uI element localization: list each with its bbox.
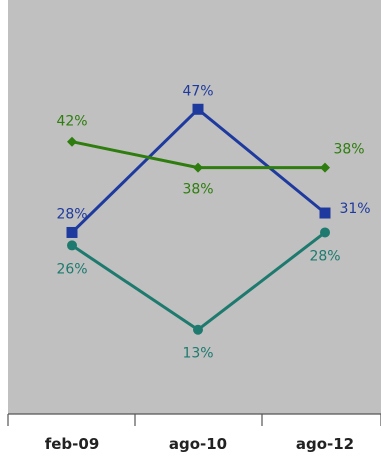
data-label: 28%: [56, 206, 87, 222]
data-label: 47%: [182, 83, 213, 99]
data-point-marker: [193, 162, 203, 173]
data-label: 28%: [309, 248, 340, 264]
data-label: 38%: [333, 142, 364, 158]
data-label: 31%: [339, 201, 370, 217]
data-point-marker: [192, 103, 204, 115]
data-point-marker: [67, 136, 77, 147]
data-point-marker: [193, 324, 203, 335]
data-point-marker: [320, 162, 330, 173]
x-tick-label: feb-09: [45, 435, 100, 453]
data-label: 13%: [182, 346, 213, 362]
data-label: 26%: [56, 261, 87, 277]
data-point-marker: [319, 207, 331, 219]
data-point-marker: [320, 227, 330, 238]
x-tick-label: ago-10: [169, 435, 227, 453]
data-point-marker: [67, 240, 77, 251]
x-tick-label: ago-12: [296, 435, 354, 453]
data-label: 38%: [182, 182, 213, 198]
data-point-marker: [66, 226, 78, 238]
data-label: 42%: [56, 114, 87, 130]
